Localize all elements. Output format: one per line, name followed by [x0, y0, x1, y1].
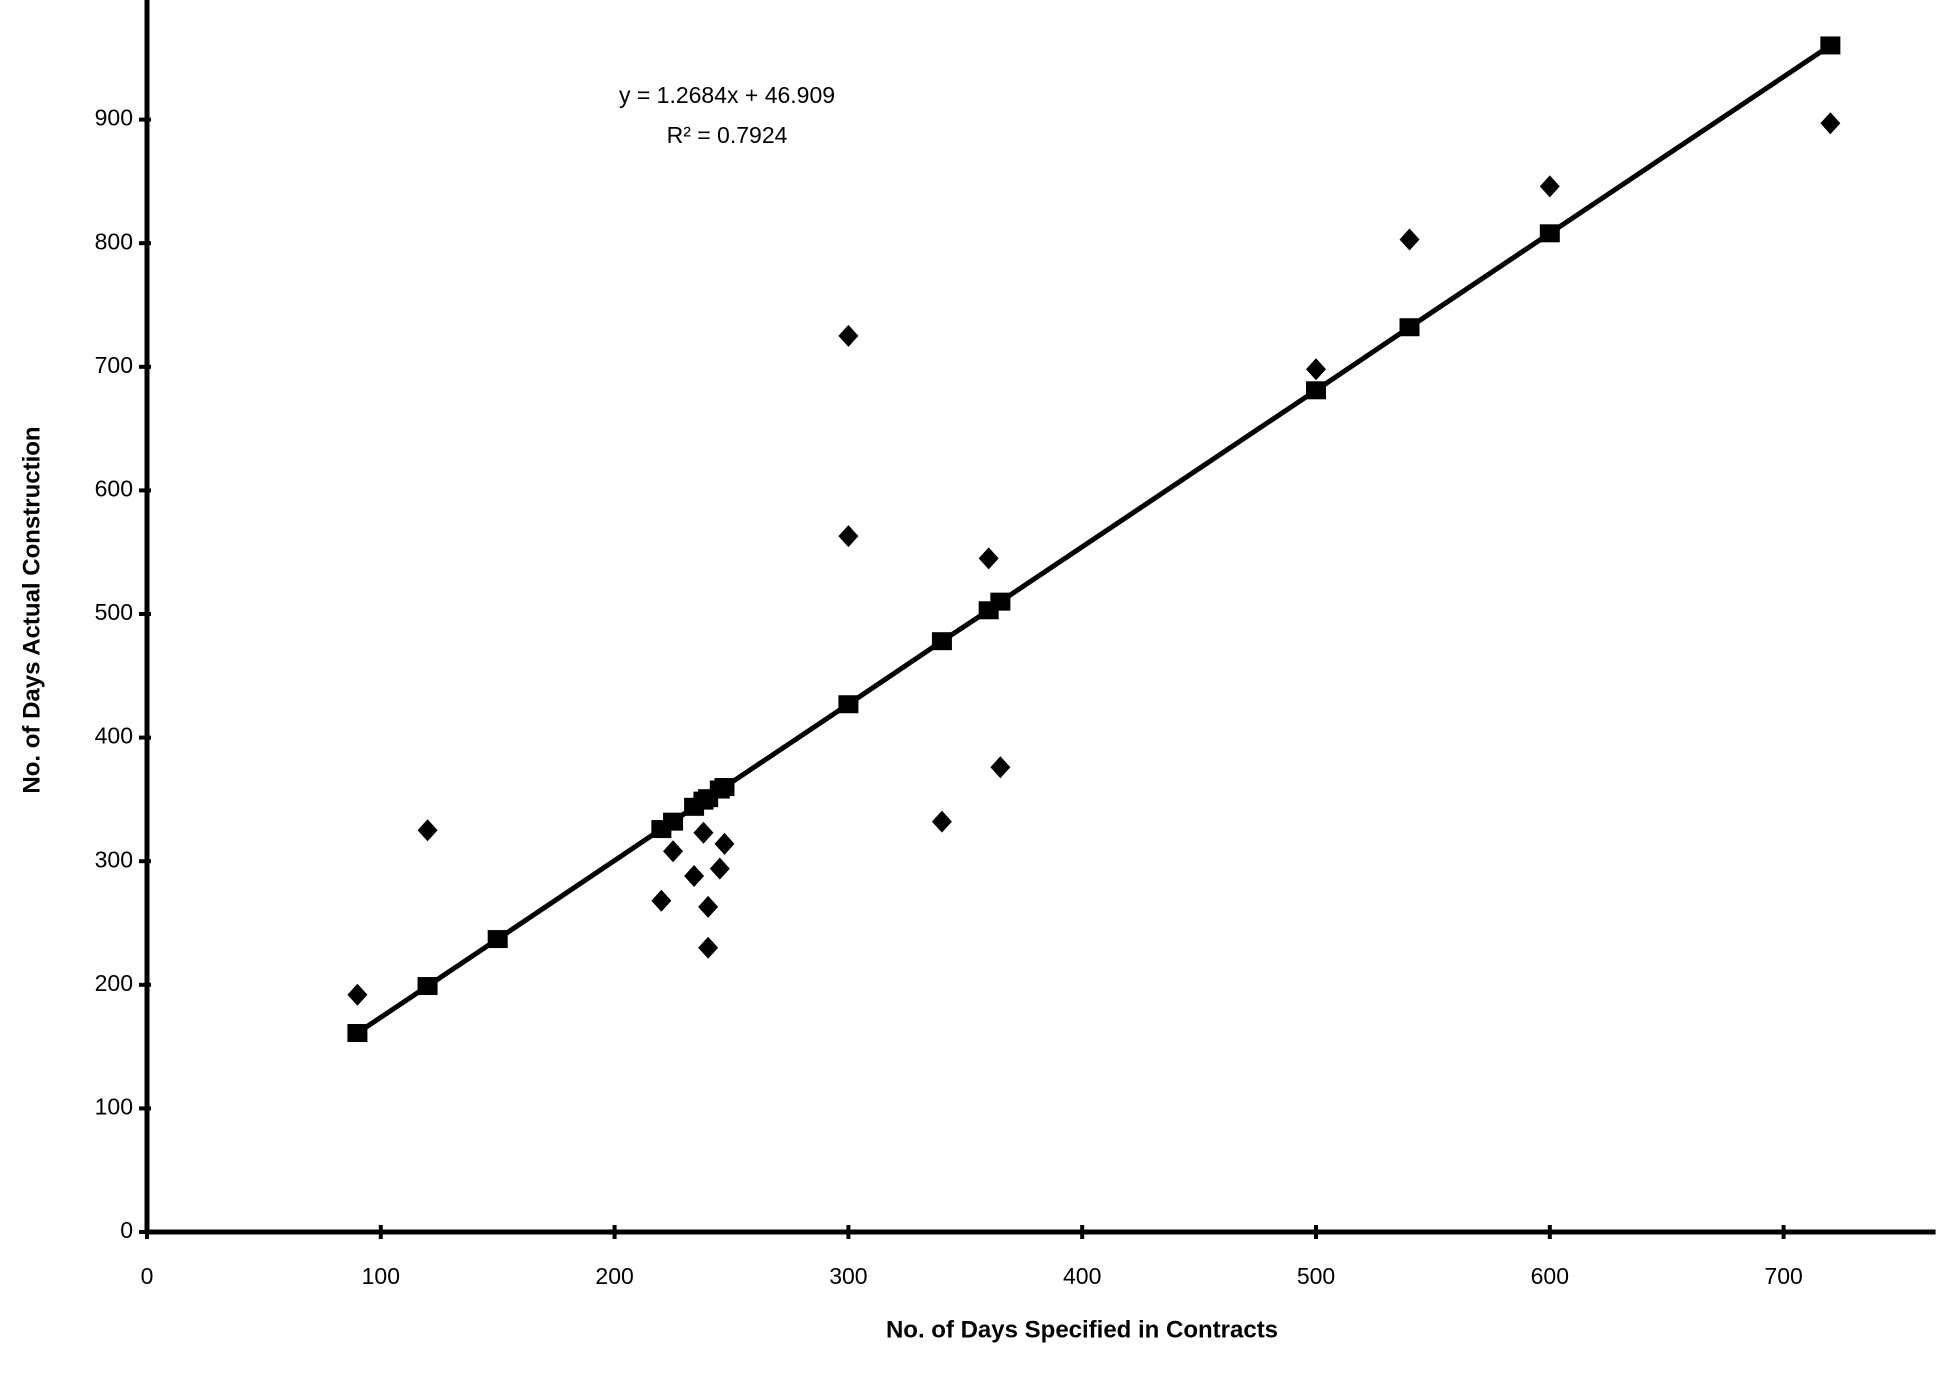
diamond-marker	[663, 840, 684, 863]
equation: y = 1.2684x + 46.909	[619, 82, 835, 108]
diamond-marker	[1399, 228, 1420, 251]
diamond-marker	[931, 810, 952, 833]
square-marker	[487, 930, 508, 949]
x-tick-label: 0	[141, 1263, 154, 1289]
diamond-marker	[990, 756, 1011, 779]
diamond-marker	[709, 857, 730, 880]
diamond-marker	[978, 547, 999, 570]
x-tick-label: 400	[1063, 1263, 1101, 1289]
y-tick-label: 0	[120, 1217, 133, 1243]
x-tick-label: 500	[1297, 1263, 1335, 1289]
diamond-marker	[417, 819, 438, 842]
diamond-marker	[1306, 358, 1326, 381]
diamond-marker	[651, 889, 672, 912]
x-tick-label: 700	[1764, 1263, 1802, 1289]
y-tick-label: 600	[95, 475, 133, 501]
square-marker	[663, 812, 684, 831]
x-tick-label: 100	[362, 1263, 400, 1289]
diamond-marker	[347, 983, 368, 1006]
y-tick-label: 800	[95, 228, 133, 254]
square-marker	[714, 778, 735, 797]
square-marker	[1306, 381, 1326, 400]
y-tick-label: 500	[95, 599, 133, 625]
y-tick-label: 300	[95, 846, 133, 872]
diamond-marker	[838, 525, 859, 548]
x-tick-label: 300	[829, 1263, 867, 1289]
square-marker	[838, 695, 859, 714]
diamond-marker	[684, 865, 705, 888]
r-squared: R² = 0.7924	[667, 122, 788, 148]
diamond-marker	[1539, 175, 1560, 198]
diamond-marker	[698, 936, 719, 959]
square-marker	[1539, 224, 1560, 243]
trend-line	[356, 43, 1832, 1036]
y-tick-label: 900	[95, 105, 133, 131]
square-marker	[417, 977, 438, 996]
y-tick-label: 100	[95, 1093, 133, 1119]
diamond-marker	[714, 832, 735, 855]
y-axis-title: No. of Days Actual Construction	[18, 426, 45, 793]
square-marker	[347, 1024, 368, 1043]
y-tick-label: 200	[95, 970, 133, 996]
diamond-marker	[838, 324, 859, 347]
x-tick-label: 600	[1531, 1263, 1569, 1289]
diamond-marker	[698, 895, 719, 918]
square-marker	[931, 632, 952, 651]
diamond-marker	[1820, 112, 1841, 135]
square-marker	[990, 592, 1011, 611]
x-tick-label: 200	[595, 1263, 633, 1289]
y-tick-label: 400	[95, 723, 133, 749]
square-marker	[1399, 318, 1420, 337]
square-marker	[1820, 36, 1841, 55]
x-axis-title: No. of Days Specified in Contracts	[886, 1316, 1278, 1343]
y-tick-label: 700	[95, 352, 133, 378]
diamond-marker	[693, 821, 714, 844]
